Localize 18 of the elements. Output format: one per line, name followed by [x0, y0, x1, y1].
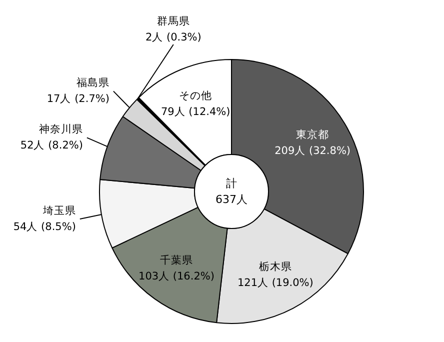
data-label: 54人 (8.5%) — [13, 221, 76, 234]
data-label: 103人 (16.2%) — [138, 270, 214, 282]
data-label: 121人 (19.0%) — [237, 277, 314, 290]
data-label: 209人 (32.8%) — [274, 144, 351, 157]
slice-label: 栃木県 — [258, 260, 292, 274]
text: 637人 — [216, 193, 248, 206]
data-label: 79人 (12.4%) — [160, 106, 230, 118]
data-label: 2人 (0.3%) — [145, 32, 202, 44]
slice-label: 埼玉県 — [42, 205, 76, 218]
data-label: 17人 (2.7%) — [46, 93, 110, 106]
slice-label: 東京都 — [296, 128, 330, 141]
data-label: 52人 (8.2%) — [20, 140, 83, 152]
slice-label: 神奈川県 — [38, 122, 83, 136]
slice-label: 福島県 — [76, 76, 110, 90]
text: 計 — [226, 177, 237, 190]
slice-label: 群馬県 — [156, 16, 190, 28]
slice-label: 千葉県 — [160, 253, 193, 266]
slice-label: その他 — [179, 90, 212, 102]
